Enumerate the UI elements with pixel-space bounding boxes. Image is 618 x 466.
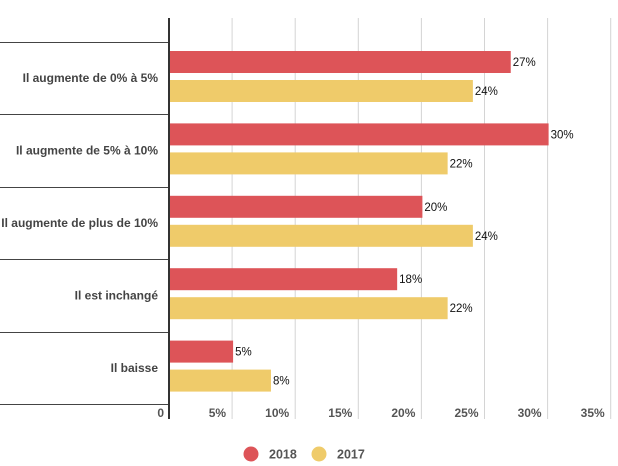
legend: 2018 2017: [243, 446, 365, 462]
data-label: 8%: [273, 376, 290, 388]
category-separators: [0, 42, 169, 405]
category-label: Il augmente de 5% à 10%: [16, 144, 158, 158]
bar-2018: [170, 123, 549, 146]
gridlines: [231, 18, 612, 419]
data-label: 18%: [399, 274, 422, 286]
bar-2017: [170, 297, 448, 320]
data-labels: 27% 24% 30% 22% 20% 24% 18% 22% 5% 8%: [235, 57, 574, 388]
legend-swatch: [311, 446, 327, 462]
x-tick-label: 5%: [209, 406, 227, 420]
legend-label: 2018: [269, 448, 297, 462]
x-axis-tick-labels: 0 5% 10% 15% 20% 25% 30% 35%: [157, 406, 605, 420]
category-label: Il augmente de plus de 10%: [1, 216, 158, 230]
category-label: Il est inchangé: [75, 288, 159, 302]
bar-2017: [170, 369, 271, 392]
bar-2018: [170, 51, 511, 73]
bars: [170, 51, 549, 392]
data-label: 30%: [551, 129, 574, 141]
category-label: Il augmente de 0% à 5%: [23, 71, 159, 85]
data-label: 20%: [424, 202, 447, 214]
x-tick-label: 25%: [454, 406, 478, 420]
x-tick-label: 10%: [265, 406, 289, 420]
data-label: 22%: [450, 303, 473, 315]
bar-2017: [170, 152, 448, 175]
data-label: 22%: [450, 158, 473, 170]
bar-2018: [170, 340, 234, 363]
bar-2018: [170, 195, 423, 218]
category-labels: Il augmente de 0% à 5% Il augmente de 5% …: [1, 71, 158, 375]
data-label: 27%: [513, 57, 536, 69]
legend-label: 2017: [337, 448, 365, 462]
legend-swatch: [243, 446, 259, 462]
x-tick-label: 30%: [518, 406, 542, 420]
data-label: 24%: [475, 86, 498, 98]
x-tick-label: 20%: [391, 406, 415, 420]
category-label: Il baisse: [111, 361, 159, 375]
data-label: 24%: [475, 231, 498, 243]
x-tick-label: 0: [157, 406, 164, 420]
bar-2018: [170, 268, 398, 291]
bar-2017: [170, 224, 473, 247]
data-label: 5%: [235, 347, 252, 359]
x-tick-label: 15%: [328, 406, 352, 420]
x-tick-label: 35%: [581, 406, 605, 420]
bar-2017: [170, 80, 473, 102]
